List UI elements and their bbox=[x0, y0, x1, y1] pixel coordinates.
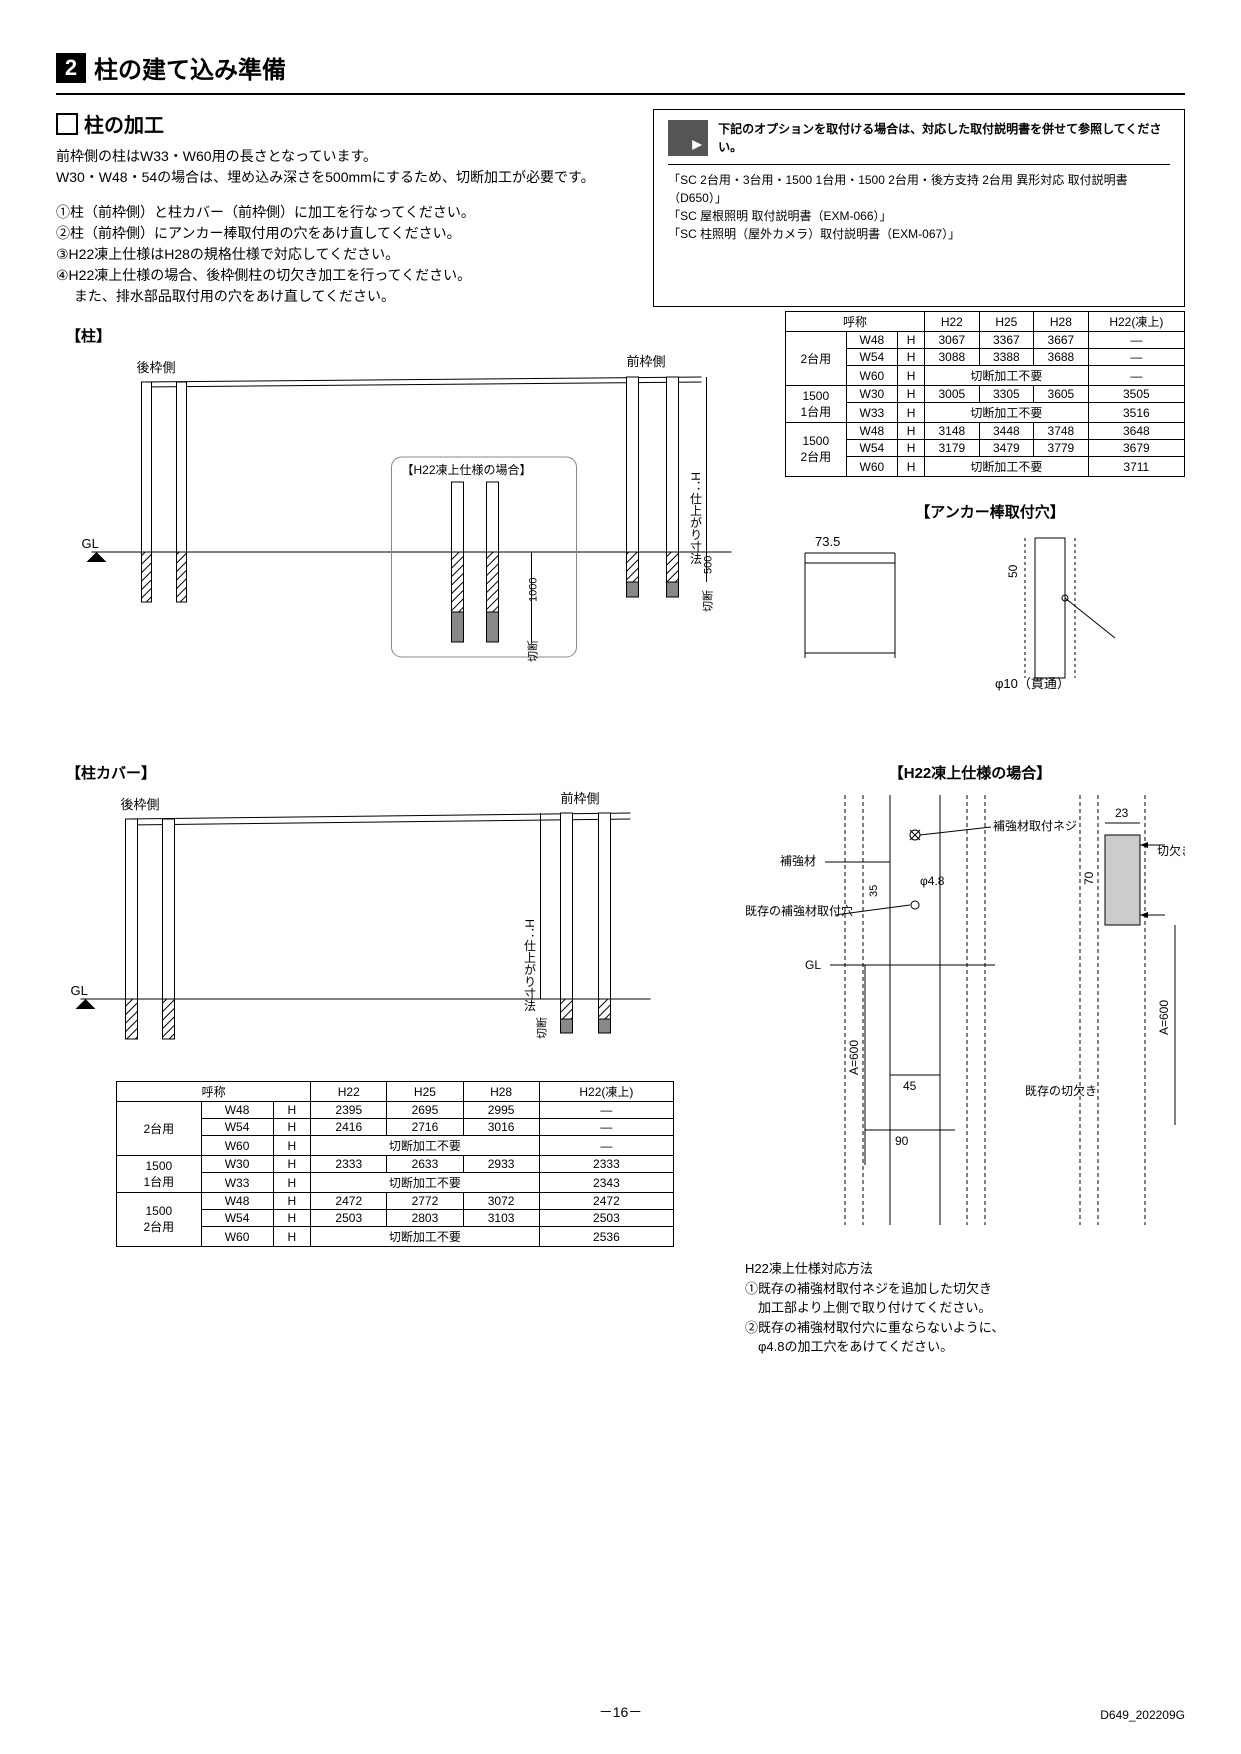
svg-text:23: 23 bbox=[1115, 806, 1129, 820]
svg-text:φ4.8: φ4.8 bbox=[920, 874, 945, 888]
svg-text:切断: 切断 bbox=[701, 590, 715, 612]
pillar-label: 【柱】 bbox=[66, 325, 767, 346]
page-number: －16－ bbox=[599, 1702, 643, 1722]
svg-text:73.5: 73.5 bbox=[815, 534, 840, 549]
svg-text:GL: GL bbox=[805, 958, 821, 972]
list-item: ①柱（前枠側）と柱カバー（前枠側）に加工を行なってください。 bbox=[56, 202, 633, 223]
pillar-table: 呼称H22H25H28H22(凍上)2台用W48H306733673667—W5… bbox=[785, 311, 1185, 477]
svg-text:H：仕上がり寸法: H：仕上がり寸法 bbox=[689, 472, 703, 565]
subsection-header: 柱の加工 bbox=[56, 109, 633, 138]
svg-text:前枠側: 前枠側 bbox=[561, 791, 600, 806]
svg-text:70: 70 bbox=[1082, 871, 1096, 885]
svg-text:50: 50 bbox=[1006, 564, 1020, 578]
h22-diagram: GL 補強材 補強材取付ネジ 切欠き加工 φ4.8 既存の補強材取付穴 35 A… bbox=[745, 785, 1185, 1235]
svg-text:φ10（貫通）: φ10（貫通） bbox=[995, 676, 1070, 691]
h22-note-line: φ4.8の加工穴をあけてください。 bbox=[745, 1337, 1185, 1357]
svg-text:前枠側: 前枠側 bbox=[627, 354, 666, 369]
list-item: また、排水部品取付用の穴をあけ直してください。 bbox=[56, 286, 633, 307]
svg-text:45: 45 bbox=[903, 1079, 917, 1093]
h22-note-line: ①既存の補強材取付ネジを追加した切欠き bbox=[745, 1279, 1185, 1299]
svg-text:切断: 切断 bbox=[526, 640, 540, 662]
doc-id: D649_202209G bbox=[1100, 1708, 1185, 1722]
body-line: W30・W48・54の場合は、埋め込み深さを500mmにするため、切断加工が必要… bbox=[56, 167, 633, 188]
svg-text:既存の切欠き: 既存の切欠き bbox=[1025, 1083, 1097, 1098]
body-line: 前枠側の柱はW33・W60用の長さとなっています。 bbox=[56, 146, 633, 167]
svg-text:A=600: A=600 bbox=[847, 1040, 861, 1075]
section-title: 柱の建て込み準備 bbox=[94, 50, 286, 85]
svg-text:補強材取付ネジ: 補強材取付ネジ bbox=[993, 819, 1077, 833]
svg-text:500: 500 bbox=[703, 556, 715, 574]
svg-text:【H22凍上仕様の場合】: 【H22凍上仕様の場合】 bbox=[402, 462, 532, 477]
h22-label: 【H22凍上仕様の場合】 bbox=[755, 762, 1185, 783]
list-item: ③H22凍上仕様はH28の規格仕様で対応してください。 bbox=[56, 244, 633, 265]
svg-text:後枠側: 後枠側 bbox=[137, 360, 176, 375]
h22-note-line: 加工部より上側で取り付けてください。 bbox=[745, 1298, 1185, 1318]
cover-label: 【柱カバー】 bbox=[66, 762, 705, 783]
cover-diagram: GL H：仕上がり寸法 切断 後枠側 前枠側 bbox=[56, 789, 705, 1069]
anchor-diagram: 73.5 50 φ10（貫通） bbox=[785, 528, 1185, 698]
subsection-title: 柱の加工 bbox=[84, 109, 164, 138]
svg-text:既存の補強材取付穴: 既存の補強材取付穴 bbox=[745, 903, 853, 918]
svg-text:1000: 1000 bbox=[528, 578, 540, 602]
h22-note-line: ②既存の補強材取付穴に重ならないように、 bbox=[745, 1318, 1185, 1338]
svg-text:GL: GL bbox=[71, 983, 88, 998]
list-item: ②柱（前枠側）にアンカー棒取付用の穴をあけ直してください。 bbox=[56, 223, 633, 244]
svg-text:A=600: A=600 bbox=[1157, 1000, 1171, 1035]
option-note-line: 「SC 柱照明（屋外カメラ）取付説明書（EXM-067）」 bbox=[668, 225, 1170, 243]
list-item: ④H22凍上仕様の場合、後枠側柱の切欠き加工を行ってください。 bbox=[56, 265, 633, 286]
svg-text:35: 35 bbox=[868, 885, 880, 897]
option-note-heading: 下記のオプションを取付ける場合は、対応した取付説明書を併せて参照してください。 bbox=[718, 120, 1170, 156]
section-header: 2 柱の建て込み準備 bbox=[56, 50, 1185, 85]
option-note-box: 下記のオプションを取付ける場合は、対応した取付説明書を併せて参照してください。 … bbox=[653, 109, 1185, 307]
manual-icon bbox=[668, 120, 708, 156]
svg-text:H：仕上がり寸法: H：仕上がり寸法 bbox=[523, 919, 537, 1012]
section-rule bbox=[56, 93, 1185, 95]
option-note-line: 「SC 屋根照明 取付説明書（EXM-066）」 bbox=[668, 207, 1170, 225]
instruction-list: ①柱（前枠側）と柱カバー（前枠側）に加工を行なってください。 ②柱（前枠側）にア… bbox=[56, 202, 633, 307]
cover-table: 呼称H22H25H28H22(凍上)2台用W48H239526952995—W5… bbox=[116, 1081, 674, 1247]
option-note-line: 「SC 2台用・3台用・1500 1台用・1500 2台用・後方支持 2台用 異… bbox=[668, 171, 1170, 207]
section-number-box: 2 bbox=[56, 53, 86, 83]
body-paragraph: 前枠側の柱はW33・W60用の長さとなっています。 W30・W48・54の場合は… bbox=[56, 146, 633, 188]
subsection-marker bbox=[56, 113, 78, 135]
h22-note: H22凍上仕様対応方法 ①既存の補強材取付ネジを追加した切欠き 加工部より上側で… bbox=[745, 1259, 1185, 1357]
svg-text:補強材: 補強材 bbox=[780, 854, 816, 868]
svg-text:後枠側: 後枠側 bbox=[121, 797, 160, 812]
svg-text:90: 90 bbox=[895, 1134, 909, 1148]
h22-note-title: H22凍上仕様対応方法 bbox=[745, 1259, 1185, 1279]
pillar-diagram: GL 【H22凍上仕様の場合】 1000 切断 bbox=[56, 352, 767, 692]
svg-text:GL: GL bbox=[82, 536, 99, 551]
svg-text:切断: 切断 bbox=[535, 1017, 549, 1039]
anchor-label: 【アンカー棒取付穴】 bbox=[795, 501, 1185, 522]
